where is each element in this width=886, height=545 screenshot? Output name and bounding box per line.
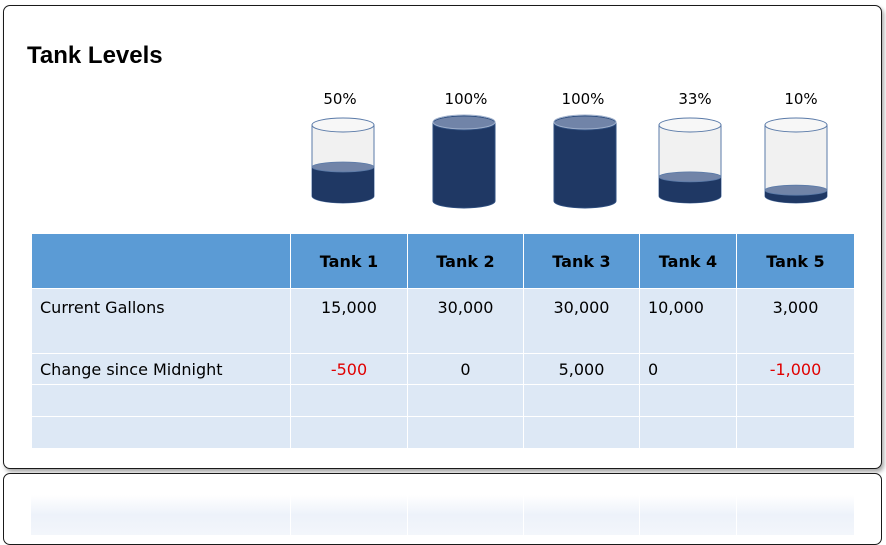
tank-rim — [658, 117, 722, 133]
tank-5-percent: 10% — [784, 90, 818, 108]
empty-cell — [290, 384, 408, 417]
table-reflection — [31, 495, 854, 535]
tank-rim — [553, 114, 617, 130]
column-header-tank-4: Tank 4 — [639, 233, 737, 289]
tank-1-percent: 50% — [323, 90, 357, 108]
empty-cell — [736, 416, 855, 449]
column-header-tank-5: Tank 5 — [736, 233, 855, 289]
tank-1-gauge — [311, 117, 375, 204]
table-header-row: Tank 1 Tank 2 Tank 3 Tank 4 Tank 5 — [31, 233, 855, 289]
tank-data-table: Tank 1 Tank 2 Tank 3 Tank 4 Tank 5 Curre… — [31, 233, 855, 449]
column-header-tank-3: Tank 3 — [523, 233, 640, 289]
row-label-current-gallons: Current Gallons — [31, 288, 291, 354]
tank-2-gallons: 30,000 — [407, 288, 524, 354]
column-header-tank-2: Tank 2 — [407, 233, 524, 289]
tank-1-gallons: 15,000 — [290, 288, 408, 354]
empty-cell — [736, 384, 855, 417]
empty-cell — [639, 384, 737, 417]
tank-liquid — [553, 122, 617, 209]
tank-3-gauge — [553, 114, 617, 209]
tank-2-gauge — [432, 114, 496, 209]
empty-cell — [31, 416, 291, 449]
tank-2-change: 0 — [407, 353, 524, 385]
tank-4-change: 0 — [639, 353, 737, 385]
table-row-empty — [31, 384, 855, 417]
tank-3-gallons: 30,000 — [523, 288, 640, 354]
table-row-empty — [31, 416, 855, 449]
tank-rim — [311, 117, 375, 133]
tank-rim — [764, 117, 828, 133]
tank-3-change: 5,000 — [523, 353, 640, 385]
tank-liquid-surface — [764, 184, 828, 196]
empty-cell — [407, 384, 524, 417]
row-label-change-since-midnight: Change since Midnight — [31, 353, 291, 385]
tank-3-percent: 100% — [561, 90, 605, 108]
table-row-change-since-midnight: Change since Midnight -500 0 5,000 0 -1,… — [31, 353, 855, 385]
tank-liquid — [312, 167, 374, 203]
empty-cell — [407, 416, 524, 449]
table-row-current-gallons: Current Gallons 15,000 30,000 30,000 10,… — [31, 288, 855, 354]
empty-cell — [523, 416, 640, 449]
tank-liquid-surface — [432, 115, 496, 131]
tank-rim — [432, 114, 496, 130]
empty-cell — [523, 384, 640, 417]
tank-5-gallons: 3,000 — [736, 288, 855, 354]
tank-2-percent: 100% — [444, 90, 488, 108]
column-header-tank-1: Tank 1 — [290, 233, 408, 289]
tank-liquid — [659, 176, 721, 203]
tank-liquid — [432, 122, 496, 209]
tank-liquid-surface — [658, 171, 722, 183]
page-title: Tank Levels — [27, 42, 163, 69]
tank-5-gauge — [764, 117, 828, 204]
tank-liquid-surface — [553, 115, 617, 131]
header-empty-cell — [31, 233, 291, 289]
tank-5-change: -1,000 — [736, 353, 855, 385]
tank-4-percent: 33% — [678, 90, 712, 108]
empty-cell — [290, 416, 408, 449]
tank-liquid-surface — [311, 161, 375, 173]
tank-4-gallons: 10,000 — [639, 288, 737, 354]
empty-cell — [31, 384, 291, 417]
tank-1-change: -500 — [290, 353, 408, 385]
tank-4-gauge — [658, 117, 722, 204]
empty-cell — [639, 416, 737, 449]
